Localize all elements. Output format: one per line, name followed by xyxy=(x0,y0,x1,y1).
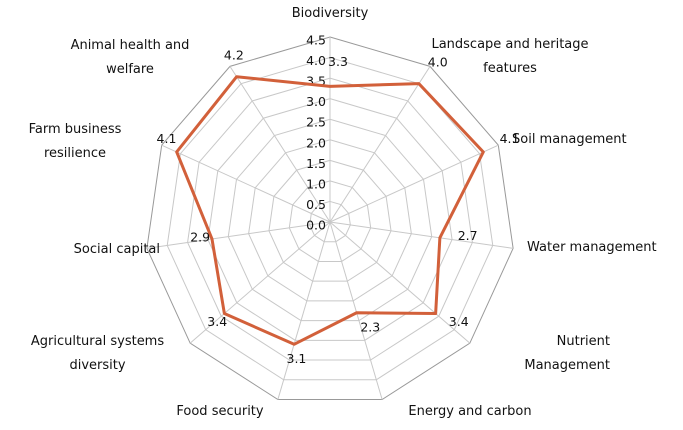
value-label: 3.1 xyxy=(287,351,307,366)
value-label: 2.7 xyxy=(458,228,478,243)
grid-ring xyxy=(207,98,453,341)
spoke xyxy=(229,66,331,223)
tick-label: 4.5 xyxy=(306,33,326,48)
value-label: 3.4 xyxy=(449,314,469,329)
value-label: 4.1 xyxy=(157,131,177,146)
category-label: Animal health and welfare xyxy=(70,38,190,77)
spoke xyxy=(277,221,331,400)
category-label: Soil management xyxy=(512,132,627,147)
grid-ring xyxy=(309,200,351,243)
grid-ring xyxy=(288,180,372,262)
spoke xyxy=(161,144,331,223)
value-label: 3.3 xyxy=(328,54,348,69)
tick-label: 1.0 xyxy=(306,176,326,191)
grid-ring xyxy=(227,118,433,322)
value-label: 4.1 xyxy=(500,131,520,146)
grid-ring xyxy=(166,57,494,381)
tick-label: 0.5 xyxy=(306,197,326,212)
spoke xyxy=(146,221,331,249)
category-label: Nutrient Management xyxy=(524,334,610,373)
tick-label: 0.0 xyxy=(306,218,326,233)
spoke xyxy=(329,144,499,223)
spoke xyxy=(329,221,471,344)
data-line xyxy=(175,75,485,346)
spoke xyxy=(329,66,431,223)
grid-ring xyxy=(187,77,473,361)
category-label: Agricultural systems diversity xyxy=(30,334,165,373)
tick-label: 3.0 xyxy=(306,94,326,109)
category-label: Social capital xyxy=(73,242,160,257)
category-label: Biodiversity xyxy=(291,6,369,21)
spoke xyxy=(329,221,383,400)
spoke xyxy=(329,221,514,249)
category-label: Farm business resilience xyxy=(28,122,122,161)
value-label: 2.9 xyxy=(190,229,210,244)
grid-ring xyxy=(248,139,412,302)
category-label: Food security xyxy=(176,404,264,419)
value-label: 2.3 xyxy=(360,319,380,334)
tick-label: 4.0 xyxy=(306,53,326,68)
category-label: Energy and carbon xyxy=(408,404,532,419)
category-label: Water management xyxy=(527,240,657,255)
value-label: 4.0 xyxy=(428,54,448,69)
tick-label: 2.5 xyxy=(306,115,326,130)
tick-label: 2.0 xyxy=(306,135,326,150)
tick-label: 1.5 xyxy=(306,156,326,171)
grid-ring xyxy=(146,36,514,401)
value-label: 4.2 xyxy=(224,47,244,62)
grid-ring xyxy=(268,159,392,282)
value-label: 3.4 xyxy=(207,314,227,329)
category-label: Landscape and heritage features xyxy=(431,37,589,76)
spoke xyxy=(189,221,331,344)
